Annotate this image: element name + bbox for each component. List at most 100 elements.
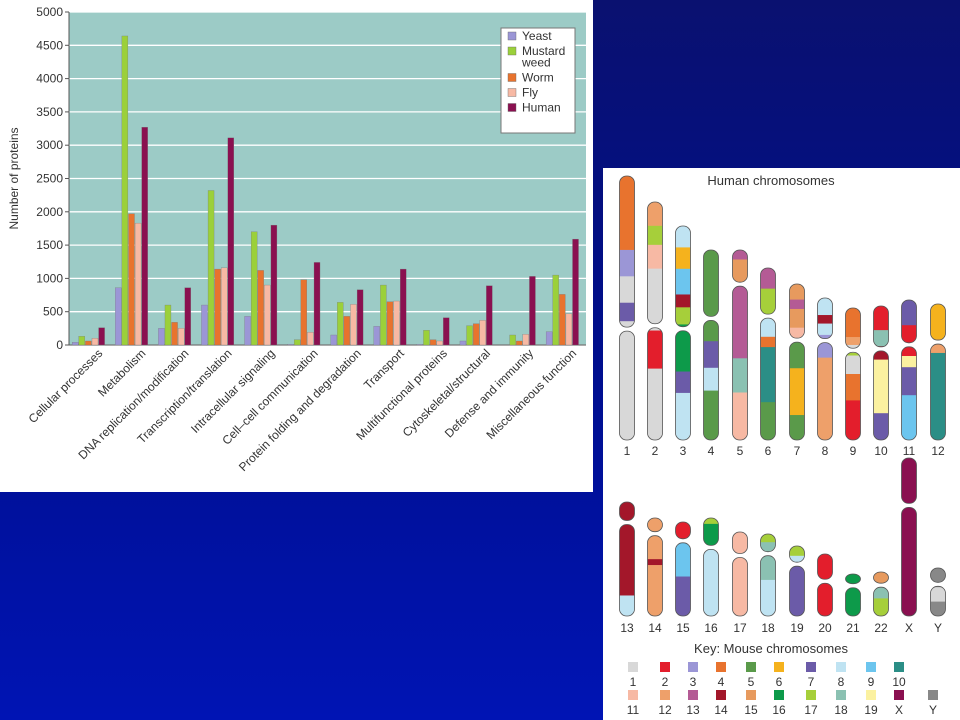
bar — [472, 323, 480, 346]
y-tick-label: 5000 — [36, 5, 63, 19]
chromosome-arm-outline — [789, 341, 805, 441]
key-label: 10 — [892, 675, 906, 689]
key-label: 18 — [834, 703, 848, 717]
chromosome-arm-outline — [732, 285, 748, 441]
legend-label: Fly — [522, 86, 538, 100]
y-tick-label: 4000 — [36, 72, 63, 86]
bar-chart-panel: 0 500 1000 1500 2000 2500 3000 3500 4000 4500 5000… — [0, 0, 593, 492]
chromosome — [619, 175, 635, 441]
chromosome-segment — [845, 352, 861, 357]
chromosome-label: 16 — [704, 621, 718, 635]
chromosome-segment — [703, 390, 719, 440]
chromosome-arm-outline — [901, 457, 917, 504]
chromosome-arm-outline — [930, 567, 946, 583]
chromosome-segment — [703, 250, 719, 308]
chromosome-segment — [647, 518, 663, 560]
chromosome — [901, 457, 917, 617]
bar — [264, 284, 271, 346]
chromosome-arm-outline — [901, 506, 917, 617]
chromosome-arm-outline — [619, 501, 635, 521]
chromosome-segment — [703, 545, 719, 548]
chromosome-arm-outline — [845, 351, 861, 441]
bar — [257, 270, 264, 346]
chromosome-arm-outline — [619, 330, 635, 441]
chromosome-arm-outline — [817, 582, 833, 617]
bar — [214, 268, 221, 346]
chromosome-segment — [619, 513, 635, 596]
chromosome-segment — [732, 392, 748, 440]
chromosome-segment — [789, 562, 805, 617]
bar — [221, 267, 228, 346]
chromosome-label: 20 — [818, 621, 832, 635]
chromosome-segment — [760, 347, 776, 403]
chromosome-segment — [930, 587, 946, 603]
chromosome-segment — [845, 574, 861, 617]
chromosome-arm-outline — [732, 531, 748, 554]
bar — [72, 342, 79, 346]
y-tick-label: 3500 — [36, 105, 63, 119]
key-label: 12 — [658, 703, 672, 717]
chromosome-segment — [647, 330, 663, 370]
chromosome — [760, 533, 776, 617]
chromosome-segment — [817, 554, 833, 616]
chromosome-segment — [901, 300, 917, 326]
bar — [373, 326, 380, 346]
key-swatch — [628, 662, 638, 672]
chromosome-segment — [901, 395, 917, 440]
chromosome-label: 18 — [761, 621, 775, 635]
chromosome-label: 3 — [680, 444, 687, 458]
y-axis-label: Number of proteins — [7, 127, 21, 229]
bar — [559, 294, 566, 346]
chromosome-arm-outline — [789, 545, 805, 563]
chromosome-arm-outline — [703, 319, 719, 441]
chromosome-segment — [789, 555, 805, 564]
protein-bar-chart: 0 500 1000 1500 2000 2500 3000 3500 4000 4500 5000… — [7, 5, 586, 474]
chromosome-segment — [930, 304, 946, 340]
chromosome — [675, 225, 691, 441]
key-label: 2 — [662, 675, 669, 689]
chromosome-segment — [760, 268, 776, 290]
key-label: 17 — [804, 703, 818, 717]
bar — [141, 127, 148, 346]
chromosome-label: 12 — [931, 444, 945, 458]
bar — [393, 300, 400, 346]
bar — [128, 213, 135, 346]
chromosome-segment — [703, 547, 719, 616]
bar — [313, 262, 321, 346]
chromosome-segment — [930, 601, 946, 617]
chromosome-arm-outline — [647, 535, 663, 617]
chromosome-arm-outline — [873, 350, 889, 441]
key-swatch — [894, 690, 904, 700]
chromosome-segment — [647, 202, 663, 227]
chromosome-arm-outline — [930, 303, 946, 341]
bar — [184, 287, 191, 346]
chromosome-segment — [845, 400, 861, 441]
key-label: 6 — [776, 675, 783, 689]
bar — [343, 316, 351, 346]
chromosome-segment — [845, 308, 861, 338]
legend-swatch — [507, 31, 517, 41]
chromosome-label: 2 — [652, 444, 659, 458]
bar — [270, 224, 278, 346]
chromosome — [817, 297, 833, 441]
bar — [178, 328, 185, 346]
chromosome-segment — [619, 176, 635, 251]
y-tick-label: 2500 — [36, 172, 63, 186]
chromosome — [930, 303, 946, 441]
chromosome-arm-outline — [619, 175, 635, 328]
chromosome-segment — [703, 307, 719, 342]
chromosome-segment — [789, 415, 805, 440]
bar — [429, 339, 437, 346]
bar — [330, 334, 337, 346]
bar — [134, 222, 142, 346]
bar — [287, 344, 294, 346]
key-label: 16 — [772, 703, 786, 717]
chromosome — [675, 521, 691, 617]
key-label: 19 — [864, 703, 878, 717]
chromosome-segment — [647, 287, 663, 332]
chromosome — [760, 267, 776, 441]
legend-swatch — [507, 46, 517, 56]
bar — [565, 313, 573, 346]
key-label: X — [895, 703, 903, 717]
chromosome-arm-outline — [703, 548, 719, 617]
